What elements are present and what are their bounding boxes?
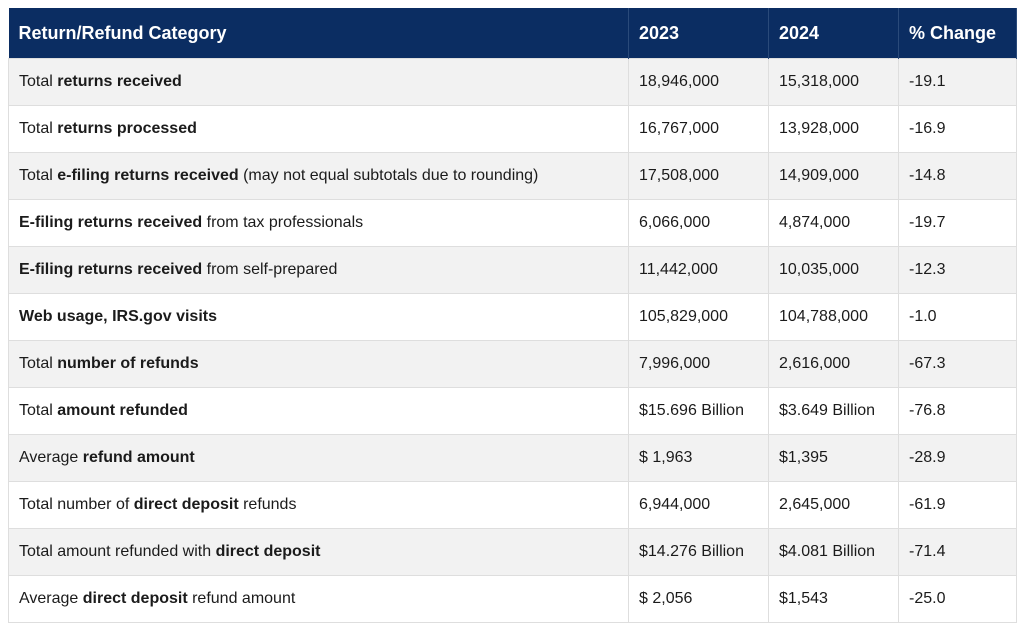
category-cell: Total returns processed (8, 105, 629, 153)
value-cell: 17,508,000 (628, 152, 769, 200)
category-text: returns received (57, 73, 182, 90)
value-cell: -19.7 (898, 199, 1017, 247)
value-cell: 7,996,000 (628, 340, 769, 388)
category-cell: Average direct deposit refund amount (8, 575, 629, 623)
value-cell: $15.696 Billion (628, 387, 769, 435)
value-cell: -71.4 (898, 528, 1017, 576)
category-text: Total number of (19, 496, 134, 513)
category-text: amount refunded (57, 402, 188, 419)
value-cell: $14.276 Billion (628, 528, 769, 576)
table-row: E-filing returns received from self-prep… (8, 246, 1017, 294)
value-cell: $1,543 (768, 575, 899, 623)
category-cell: Web usage, IRS.gov visits (8, 293, 629, 341)
value-cell: $ 2,056 (628, 575, 769, 623)
table-row: E-filing returns received from tax profe… (8, 199, 1017, 247)
value-cell: 18,946,000 (628, 58, 769, 106)
category-cell: Total amount refunded (8, 387, 629, 435)
header-cell: 2024 (768, 8, 899, 59)
refund-table: Return/Refund Category 2023 2024% Change T… (8, 8, 1017, 623)
category-text: refunds (238, 496, 297, 513)
value-cell: 6,944,000 (628, 481, 769, 529)
value-cell: $ 1,963 (628, 434, 769, 482)
value-cell: $4.081 Billion (768, 528, 899, 576)
category-text: direct deposit (82, 590, 188, 607)
value-cell: 14,909,000 (768, 152, 899, 200)
header-cell: 2023 (628, 8, 769, 59)
category-text: Average (19, 449, 83, 466)
value-cell: 16,767,000 (628, 105, 769, 153)
category-cell: E-filing returns received from self-prep… (8, 246, 629, 294)
category-text: direct deposit (133, 496, 239, 513)
value-cell: -67.3 (898, 340, 1017, 388)
category-text: Total amount refunded with (19, 543, 216, 560)
category-text: number of refunds (57, 355, 199, 372)
header-row: Return/Refund Category 2023 2024% Change (8, 8, 1017, 59)
value-cell: 2,616,000 (768, 340, 899, 388)
category-cell: Total amount refunded with direct deposi… (8, 528, 629, 576)
category-text: Average (19, 590, 83, 607)
table-row: Total returns received 18,946,000 15,318,0… (8, 58, 1017, 106)
value-cell: $3.649 Billion (768, 387, 899, 435)
category-cell: Total number of refunds (8, 340, 629, 388)
value-cell: 104,788,000 (768, 293, 899, 341)
value-cell: 6,066,000 (628, 199, 769, 247)
category-cell: E-filing returns received from tax profe… (8, 199, 629, 247)
table-row: Total returns processed 16,767,000 13,928,… (8, 105, 1017, 153)
value-cell: -19.1 (898, 58, 1017, 106)
category-cell: Total e-filing returns received (may not… (8, 152, 629, 200)
category-text: Total (19, 402, 58, 419)
category-text: Total (19, 355, 58, 372)
value-cell: 105,829,000 (628, 293, 769, 341)
category-cell: Average refund amount (8, 434, 629, 482)
category-text: Total (19, 167, 58, 184)
value-cell: 4,874,000 (768, 199, 899, 247)
value-cell: -12.3 (898, 246, 1017, 294)
header-cell: Return/Refund Category (8, 8, 629, 59)
category-text: Total (19, 73, 58, 90)
category-text: (may not equal subtotals due to rounding… (238, 167, 539, 184)
category-text: from tax professionals (202, 214, 364, 231)
value-cell: -14.8 (898, 152, 1017, 200)
value-cell: $1,395 (768, 434, 899, 482)
table-row: Total amount refunded $15.696 Billion $3.6… (8, 387, 1017, 435)
table-row: Total number of direct deposit refunds 6,… (8, 481, 1017, 529)
category-cell: Total returns received (8, 58, 629, 106)
category-text: E-filing returns received (19, 214, 203, 231)
table-row: Total number of refunds 7,996,000 2,616,00… (8, 340, 1017, 388)
value-cell: 11,442,000 (628, 246, 769, 294)
value-cell: -61.9 (898, 481, 1017, 529)
category-text: direct deposit (215, 543, 321, 560)
category-text: e-filing returns received (57, 167, 239, 184)
value-cell: -76.8 (898, 387, 1017, 435)
table-body: Total returns received 18,946,000 15,318,0… (8, 58, 1017, 623)
value-cell: 13,928,000 (768, 105, 899, 153)
category-text: E-filing returns received (19, 261, 203, 278)
value-cell: -1.0 (898, 293, 1017, 341)
category-text: returns processed (57, 120, 197, 137)
value-cell: -25.0 (898, 575, 1017, 623)
category-cell: Total number of direct deposit refunds (8, 481, 629, 529)
category-text: from self-prepared (202, 261, 338, 278)
category-text: refund amount (82, 449, 195, 466)
value-cell: 10,035,000 (768, 246, 899, 294)
category-text: Web usage, IRS.gov visits (19, 308, 217, 325)
value-cell: 15,318,000 (768, 58, 899, 106)
value-cell: -28.9 (898, 434, 1017, 482)
table-row: Average refund amount $ 1,963 $1,395 -28.9 (8, 434, 1017, 482)
category-text: refund amount (187, 590, 296, 607)
table-row: Total amount refunded with direct deposi… (8, 528, 1017, 576)
header-cell: % Change (898, 8, 1017, 59)
value-cell: 2,645,000 (768, 481, 899, 529)
table-row: Average direct deposit refund amount $ 2,… (8, 575, 1017, 623)
table-row: Web usage, IRS.gov visits 105,829,000 104,… (8, 293, 1017, 341)
value-cell: -16.9 (898, 105, 1017, 153)
category-text: Total (19, 120, 58, 137)
table-row: Total e-filing returns received (may not… (8, 152, 1017, 200)
